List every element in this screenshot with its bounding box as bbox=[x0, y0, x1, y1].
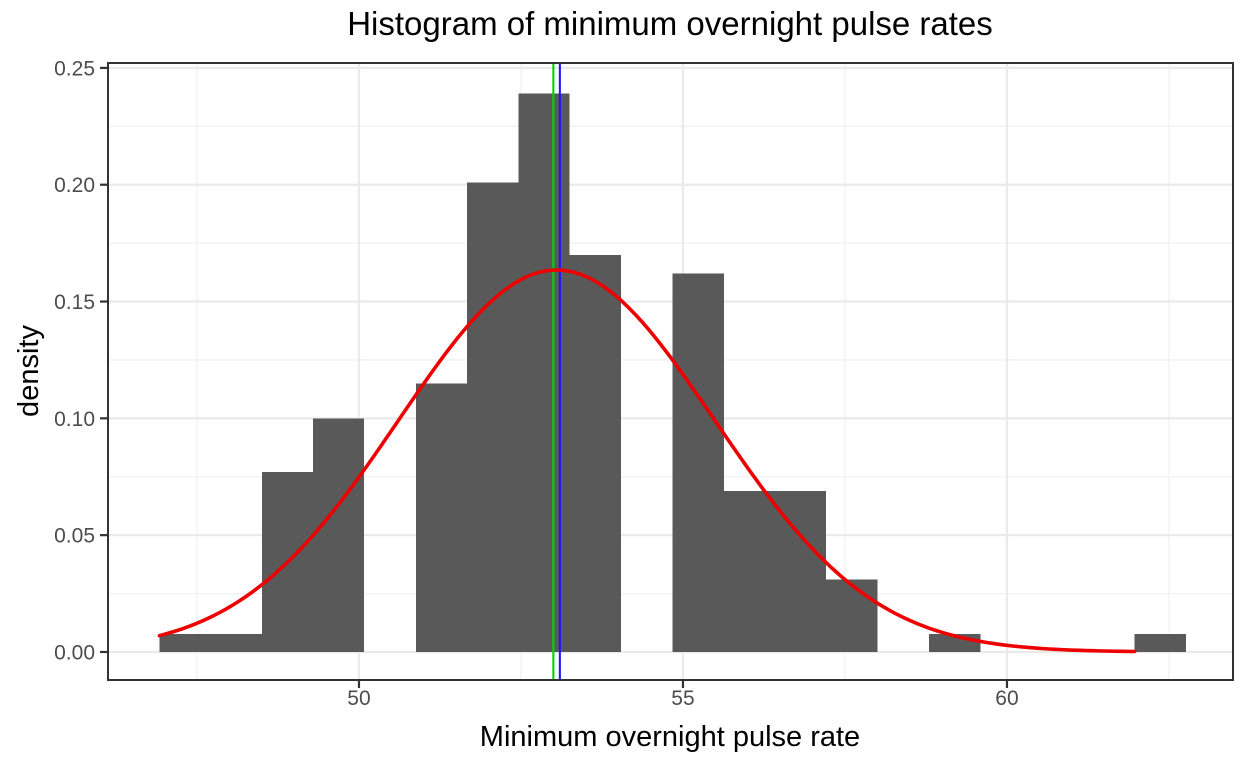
histogram-bar bbox=[467, 182, 519, 652]
histogram-bar bbox=[312, 418, 365, 652]
x-axis-ticks: 50 55 60 bbox=[347, 680, 1019, 710]
y-tick-label: 0.05 bbox=[54, 525, 95, 548]
reference-vlines bbox=[552, 63, 561, 680]
x-tick-label: 50 bbox=[347, 687, 370, 710]
histogram-bar bbox=[672, 273, 724, 652]
histogram-bar bbox=[159, 633, 262, 652]
x-axis-title: Minimum overnight pulse rate bbox=[480, 721, 860, 753]
y-axis-ticks: 0.00 0.05 0.10 0.15 0.20 0.25 bbox=[54, 57, 108, 664]
histogram-bar bbox=[569, 254, 621, 652]
y-tick-label: 0.10 bbox=[54, 408, 95, 431]
histogram-bar bbox=[826, 579, 878, 652]
histogram-bars bbox=[159, 93, 1186, 652]
y-axis-title: density bbox=[13, 325, 45, 417]
y-tick-label: 0.20 bbox=[54, 174, 95, 197]
histogram-bar bbox=[518, 93, 570, 652]
x-tick-label: 55 bbox=[671, 687, 694, 710]
panel-border bbox=[107, 62, 1234, 681]
chart-title: Histogram of minimum overnight pulse rat… bbox=[347, 5, 993, 42]
histogram-bar bbox=[723, 490, 827, 652]
histogram-bar bbox=[415, 383, 468, 652]
y-tick-label: 0.00 bbox=[54, 641, 95, 664]
histogram-bar bbox=[1134, 633, 1186, 652]
x-tick-label: 60 bbox=[995, 687, 1018, 710]
normal-density-curve bbox=[157, 268, 1137, 654]
y-tick-label: 0.25 bbox=[54, 57, 95, 80]
y-tick-label: 0.15 bbox=[54, 291, 95, 314]
